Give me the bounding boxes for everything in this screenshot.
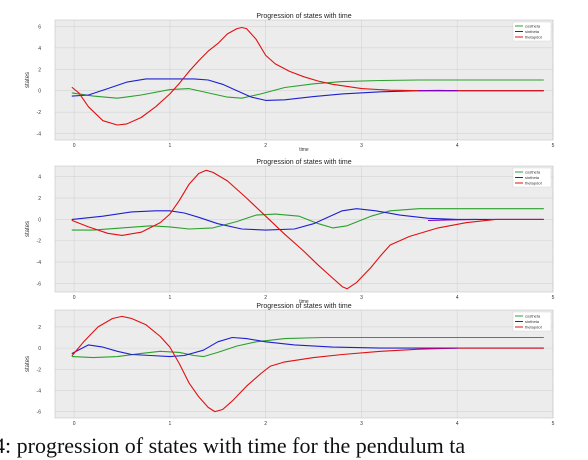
plot-area [55,310,553,418]
y-tick-label: 0 [38,346,41,352]
x-tick-label: 2 [264,421,267,427]
legend-label: costheta [525,314,541,319]
x-tick-label: 1 [169,143,172,149]
legend-label: sintheta [525,319,540,324]
chart-3: 0 1 2 3 4 5 -6 -4 -2 0 2 Progression of states with… [25,303,555,427]
legend-label: costheta [525,24,541,29]
legend-box [512,21,552,42]
plot-frame [54,19,554,141]
y-tick-label: 2 [38,67,41,73]
figure-caption: 4: progression of states with time for t… [0,432,588,460]
plot-frame [54,309,554,419]
caption-text: 4: progression of states with time for t… [0,433,466,458]
legend-label: thetapdot [525,181,543,186]
legend-label: sintheta [525,29,540,34]
y-tick-label: -6 [37,410,42,416]
y-tick-label: -2 [37,239,42,245]
y-tick-label: 2 [38,325,41,331]
series-line-2 [71,78,544,101]
x-tick-label: 1 [169,295,172,301]
legend-label: sintheta [525,175,540,180]
x-tick-label: 3 [360,143,363,149]
legend-label: costheta [525,170,541,175]
legend-box [512,311,552,332]
y-tick-label: 0 [38,89,41,95]
x-tick-label: 4 [456,295,459,301]
chart-title: Progression of states with time [256,303,351,310]
series-line-3 [71,26,544,126]
plot-frame [54,165,554,293]
x-axis-label: time [299,147,309,153]
series-line-2 [71,336,544,358]
x-tick-label: 5 [552,295,555,301]
x-axis-label: time [299,299,309,305]
series-line-3 [71,315,544,413]
x-tick-label: 2 [264,143,267,149]
x-tick-label: 3 [360,421,363,427]
y-tick-label: -6 [37,281,42,287]
y-tick-label: -4 [37,388,42,394]
series-line-1 [71,208,544,231]
y-tick-label: -4 [37,260,42,266]
x-tick-label: 0 [73,421,76,427]
y-tick-label: 2 [38,196,41,202]
y-tick-label: 6 [38,24,41,30]
legend-label: thetapdot [525,325,543,330]
y-tick-label: 0 [38,217,41,223]
x-tick-label: 3 [360,295,363,301]
chart-title: Progression of states with time [256,159,351,166]
chart-1: 0 1 2 3 4 5 -4 -2 0 2 4 6 Progression of states with… [25,13,555,153]
x-tick-label: 1 [169,421,172,427]
x-tick-label: 5 [552,421,555,427]
y-tick-label: -2 [37,367,42,373]
top-clipped-text: time [300,0,313,1]
legend-label: thetapdot [525,35,543,40]
series-line-1 [71,336,544,359]
y-axis-label: states [25,221,31,237]
y-tick-label: 4 [38,46,41,52]
y-axis-label: states [25,356,31,372]
top-clipped-label: time [0,0,588,8]
x-tick-label: 5 [552,143,555,149]
x-tick-label: 0 [73,295,76,301]
x-tick-label: 0 [73,143,76,149]
series-line-3 [71,169,544,290]
x-tick-label: 4 [456,143,459,149]
plot-area [55,166,553,292]
y-tick-label: -4 [37,132,42,138]
x-tick-label: 4 [456,421,459,427]
series-line-1 [71,79,544,99]
legend-box [512,167,552,188]
x-tick-label: 2 [264,295,267,301]
chart-2: 0 1 2 3 4 5 -6 -4 -2 0 2 4 Progression of states wit… [25,159,555,305]
y-tick-label: -2 [37,110,42,116]
y-axis-label: states [25,72,31,88]
y-tick-label: 4 [38,175,41,181]
chart-title: Progression of states with time [256,13,351,20]
series-line-4 [427,218,477,222]
